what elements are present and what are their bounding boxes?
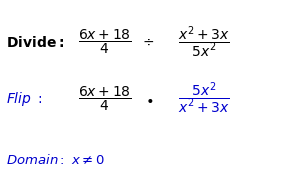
Text: $\dfrac{5x^2}{x^2+3x}$: $\dfrac{5x^2}{x^2+3x}$ [178, 81, 231, 116]
Text: $\mathit{Flip\ :}$: $\mathit{Flip\ :}$ [6, 90, 42, 108]
Text: $\dfrac{x^2+3x}{5x^2}$: $\dfrac{x^2+3x}{5x^2}$ [178, 24, 231, 60]
Text: $\mathbf{Divide:}$: $\mathbf{Divide:}$ [6, 35, 64, 50]
Text: $\mathit{Domain:}\ \mathit{x \neq 0}$: $\mathit{Domain:}\ \mathit{x \neq 0}$ [6, 153, 105, 167]
Text: $\dfrac{6x+18}{4}$: $\dfrac{6x+18}{4}$ [78, 84, 132, 113]
Text: $\div$: $\div$ [142, 35, 154, 49]
Text: $\dfrac{6x+18}{4}$: $\dfrac{6x+18}{4}$ [78, 28, 132, 56]
Text: $\bullet$: $\bullet$ [145, 92, 154, 106]
